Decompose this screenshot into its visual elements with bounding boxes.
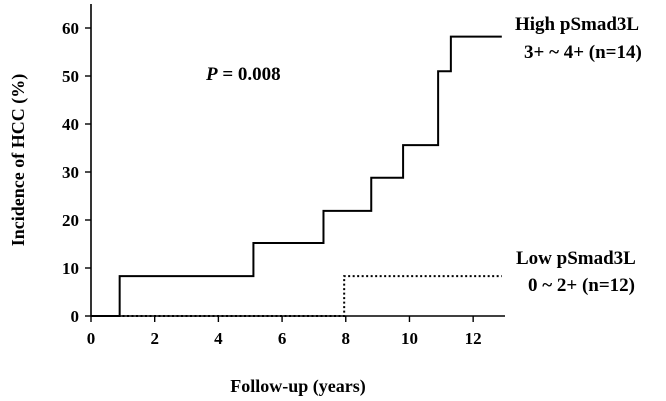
series-low-psmad3l-line xyxy=(91,275,502,317)
series-high-psmad3l-line xyxy=(91,35,502,317)
y-tick-label: 20 xyxy=(62,211,79,230)
p-value-annotation: P = 0.008 xyxy=(205,64,281,85)
legend-low-line2: 0 ~ 2+ (n=12) xyxy=(528,275,635,296)
x-tick-label: 12 xyxy=(465,329,482,348)
legend-high-line1: High pSmad3L xyxy=(515,14,639,35)
x-tick-label: 2 xyxy=(150,329,159,348)
y-tick-label: 0 xyxy=(71,307,80,326)
x-tick-label: 0 xyxy=(87,329,96,348)
axes: 0 2 4 6 8 10 12 0 10 20 30 40 50 60 xyxy=(62,4,505,348)
x-tick-label: 6 xyxy=(278,329,287,348)
x-axis-title: Follow-up (years) xyxy=(230,376,365,397)
x-axis-ticks: 0 2 4 6 8 10 12 xyxy=(87,316,482,348)
p-value-label: P xyxy=(205,64,218,85)
x-tick-label: 10 xyxy=(401,329,418,348)
y-tick-label: 10 xyxy=(62,259,79,278)
y-tick-label: 40 xyxy=(62,115,79,134)
y-axis-ticks: 0 10 20 30 40 50 60 xyxy=(62,19,91,326)
legend-low-line1: Low pSmad3L xyxy=(516,248,636,269)
y-tick-label: 30 xyxy=(62,163,79,182)
y-tick-label: 50 xyxy=(62,67,79,86)
legend-high-line2: 3+ ~ 4+ (n=14) xyxy=(524,42,642,63)
p-value-rest: = 0.008 xyxy=(218,64,281,85)
x-tick-label: 8 xyxy=(342,329,351,348)
y-axis-title: Incidence of HCC (%) xyxy=(8,74,29,246)
series-layer xyxy=(91,35,502,317)
x-tick-label: 4 xyxy=(214,329,223,348)
y-tick-label: 60 xyxy=(62,19,79,38)
